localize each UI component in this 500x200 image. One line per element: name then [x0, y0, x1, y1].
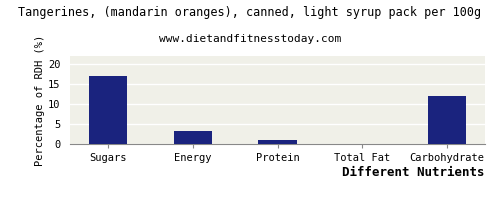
Y-axis label: Percentage of RDH (%): Percentage of RDH (%): [35, 34, 45, 166]
Text: Tangerines, (mandarin oranges), canned, light syrup pack per 100g: Tangerines, (mandarin oranges), canned, …: [18, 6, 481, 19]
Bar: [174, 131, 212, 144]
Bar: [89, 76, 127, 144]
Bar: [428, 96, 466, 144]
X-axis label: Different Nutrients: Different Nutrients: [342, 166, 485, 179]
Text: www.dietandfitnesstoday.com: www.dietandfitnesstoday.com: [159, 34, 341, 44]
Bar: [258, 140, 296, 144]
